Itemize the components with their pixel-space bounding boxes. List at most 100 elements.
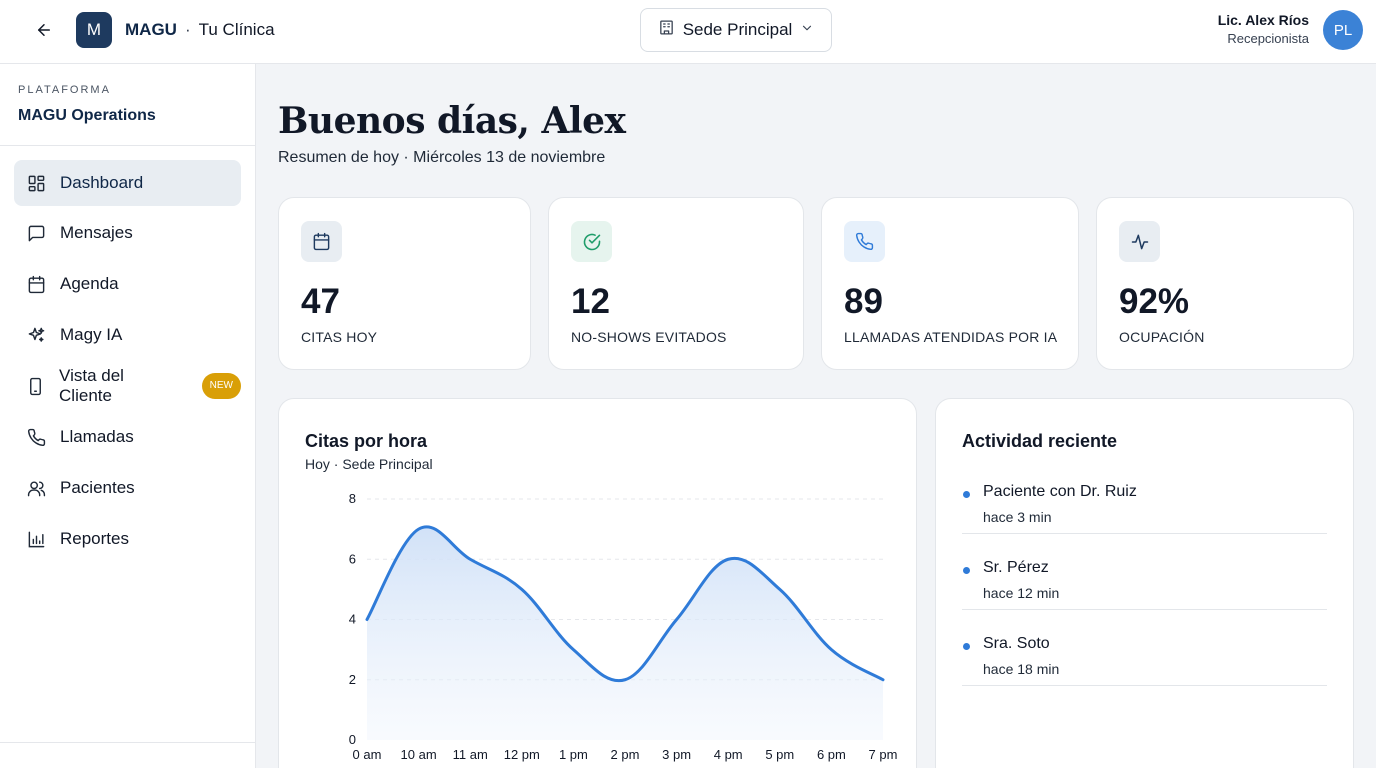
x-tick-label: 7 pm xyxy=(869,747,898,762)
sidebar-item-label: Pacientes xyxy=(60,478,135,497)
grid-icon xyxy=(26,173,46,193)
clinic-name: Tu Clínica xyxy=(198,20,275,39)
y-tick-label: 0 xyxy=(349,732,356,747)
sidebar-item-llamadas[interactable]: Llamadas xyxy=(14,414,241,460)
page-subtitle: Resumen de hoy · Miércoles 13 de noviemb… xyxy=(278,149,606,166)
y-tick-label: 6 xyxy=(349,551,356,566)
x-tick-label: 6 pm xyxy=(817,747,846,762)
stat-label: CITAS HOY xyxy=(301,329,378,345)
sidebar-item-label: Magy IA xyxy=(60,325,123,344)
sidebar-item-label: Agenda xyxy=(60,274,119,293)
phone-icon xyxy=(844,221,885,262)
chart-subtitle: Hoy · Sede Principal xyxy=(305,456,433,472)
x-tick-label: 2 pm xyxy=(611,747,640,762)
series-line xyxy=(365,525,885,683)
activity-item[interactable]: Sra. Soto hace 18 min xyxy=(962,610,1327,686)
phone-icon xyxy=(26,427,46,447)
new-badge: NEW xyxy=(201,373,241,399)
stat-value: 89 xyxy=(844,282,883,321)
activity-item-time: hace 18 min xyxy=(983,661,1060,677)
sidebar-item-label: Mensajes xyxy=(60,223,133,242)
sidebar-item-label: Reportes xyxy=(60,529,129,548)
chart-title: Citas por hora xyxy=(305,431,428,451)
chevron-down-icon xyxy=(800,20,814,40)
stat-label: OCUPACIÓN xyxy=(1119,329,1205,345)
bullet-icon xyxy=(963,491,970,498)
sidebar-item-label: Dashboard xyxy=(60,173,144,192)
x-tick-label: 3 pm xyxy=(662,747,691,762)
stat-label: NO-SHOWS EVITADOS xyxy=(571,329,727,345)
y-tick-label: 2 xyxy=(349,672,356,687)
back-button[interactable] xyxy=(30,18,58,46)
activity-item[interactable]: Paciente con Dr. Ruiz hace 3 min xyxy=(962,458,1327,534)
activity-item[interactable]: Sr. Pérez hace 12 min xyxy=(962,534,1327,610)
stat-value: 92% xyxy=(1119,282,1190,321)
calendar-icon xyxy=(301,221,342,262)
clinic-logo: M xyxy=(76,12,112,48)
x-tick-label: 1 pm xyxy=(559,747,588,762)
sidebar-item-pacientes[interactable]: Pacientes xyxy=(14,465,241,511)
activity-title: Actividad reciente xyxy=(962,431,1118,451)
x-tick-label: 5 pm xyxy=(765,747,794,762)
user-role: Recepcionista xyxy=(1227,31,1309,46)
check-circle-icon xyxy=(571,221,612,262)
bullet-icon xyxy=(963,643,970,650)
message-icon xyxy=(26,223,46,243)
logo-letter: M xyxy=(86,20,102,39)
sparkles-icon xyxy=(26,325,46,345)
stat-card-llamadas-ia: 89 LLAMADAS ATENDIDAS POR IA xyxy=(821,197,1079,370)
user-info: Lic. Alex Ríos Recepcionista xyxy=(1218,12,1309,46)
stat-card-no-shows: 12 NO-SHOWS EVITADOS xyxy=(548,197,804,370)
chart-panel: Citas por hora Hoy · Sede Principal 0 2 4 6… xyxy=(278,398,917,768)
avatar[interactable]: PL xyxy=(1323,10,1363,50)
brand: MAGU · Tu Clínica xyxy=(125,20,275,40)
bar-chart-icon xyxy=(26,529,46,549)
sidebar-item-magy-ia[interactable]: Magy IA xyxy=(14,312,241,358)
sidebar-item-agenda[interactable]: Agenda xyxy=(14,261,241,307)
smartphone-icon xyxy=(26,376,45,396)
calendar-icon xyxy=(26,274,46,294)
sidebar-item-mensajes[interactable]: Mensajes xyxy=(14,210,241,256)
activity-item-title: Sra. Soto xyxy=(983,635,1050,652)
users-icon xyxy=(26,478,46,498)
arrow-left-icon xyxy=(35,21,53,44)
sidebar-divider xyxy=(0,145,255,146)
stat-card-ocupacion: 92% OCUPACIÓN xyxy=(1096,197,1354,370)
brand-name: MAGU xyxy=(125,20,177,39)
activity-panel: Actividad reciente Paciente con Dr. Ruiz… xyxy=(935,398,1354,768)
x-tick-label: 10 am xyxy=(401,747,437,762)
sidebar-item-vista-del-cliente[interactable]: Vista del Cliente NEW xyxy=(14,363,241,409)
location-select[interactable]: Sede Principal xyxy=(640,8,832,52)
activity-icon xyxy=(1119,221,1160,262)
page-title: Buenos días, Alex xyxy=(278,100,626,142)
sidebar-divider-bottom xyxy=(0,742,255,743)
activity-item-title: Paciente con Dr. Ruiz xyxy=(983,483,1137,500)
top-bar: M MAGU · Tu Clínica Sede Principal Lic. … xyxy=(0,0,1376,64)
x-tick-label: 4 pm xyxy=(714,747,743,762)
location-select-value: Sede Principal xyxy=(682,20,793,39)
stat-card-citas-hoy: 47 CITAS HOY xyxy=(278,197,531,370)
sidebar-item-label: Vista del Cliente xyxy=(59,366,124,405)
activity-item-time: hace 3 min xyxy=(983,509,1052,525)
sidebar-item-reportes[interactable]: Reportes xyxy=(14,516,241,562)
stat-value: 12 xyxy=(571,282,610,321)
platform-label: PLATAFORMA xyxy=(18,84,111,96)
user-name: Lic. Alex Ríos xyxy=(1217,12,1309,28)
stat-label: LLAMADAS ATENDIDAS POR IA xyxy=(844,329,1058,345)
sidebar-item-dashboard[interactable]: Dashboard xyxy=(14,160,241,206)
series-area xyxy=(367,526,883,740)
y-tick-label: 4 xyxy=(349,612,356,627)
appointments-chart: 0 2 4 6 8 0 am 10 am 11 am 12 pm 1 pm 2 pm 3 pm 4 pm… xyxy=(349,491,898,762)
building-icon xyxy=(658,19,675,41)
avatar-initials: PL xyxy=(1333,21,1353,39)
brand-separator: · xyxy=(184,20,191,39)
bullet-icon xyxy=(963,567,970,574)
sidebar-item-label: Llamadas xyxy=(60,427,134,446)
x-tick-label: 11 am xyxy=(453,747,488,762)
x-tick-label: 0 am xyxy=(353,747,382,762)
activity-item-time: hace 12 min xyxy=(983,585,1060,601)
y-tick-label: 8 xyxy=(349,491,356,506)
activity-item-title: Sr. Pérez xyxy=(983,559,1049,576)
x-tick-label: 12 pm xyxy=(504,747,540,762)
sidebar: PLATAFORMA MAGU Operations Dashboard Men… xyxy=(0,64,256,768)
